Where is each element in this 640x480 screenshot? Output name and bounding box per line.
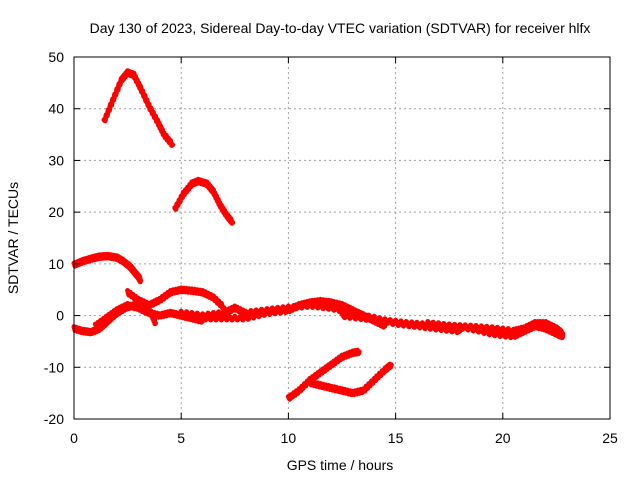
y-tick-label: 0	[56, 308, 64, 324]
x-tick-label: 25	[602, 430, 618, 446]
series-line-arc-11	[285, 347, 362, 402]
x-tick-label: 20	[495, 430, 511, 446]
y-tick-label: 50	[48, 49, 64, 65]
y-tick-label: -10	[44, 359, 64, 375]
x-tick-label: 15	[388, 430, 404, 446]
x-tick-label: 5	[177, 430, 185, 446]
series-line-arc-12	[307, 361, 394, 398]
series-line-arc-3	[71, 251, 143, 285]
chart-title: Day 130 of 2023, Sidereal Day-to-day VTE…	[90, 20, 591, 36]
plot-frame	[73, 56, 611, 420]
series-line-arc-2	[172, 176, 236, 226]
series-line-arc-6	[125, 285, 227, 311]
grid-lines	[74, 57, 610, 419]
axis-ticks: 0 5 10 15 20 25 -20 -10 0 10 20 30 40 50	[44, 49, 618, 446]
y-tick-label: -20	[44, 411, 64, 427]
series-line-arc-10	[425, 319, 566, 341]
y-tick-label: 10	[48, 256, 64, 272]
y-tick-label: 30	[48, 152, 64, 168]
x-axis-label: GPS time / hours	[287, 457, 394, 473]
series-line-arc-1	[101, 68, 176, 148]
data-series	[71, 68, 566, 402]
y-tick-label: 20	[48, 204, 64, 220]
y-axis-label: SDTVAR / TECUs	[5, 182, 21, 294]
y-tick-label: 40	[48, 101, 64, 117]
x-tick-label: 0	[70, 430, 78, 446]
x-tick-label: 10	[281, 430, 297, 446]
